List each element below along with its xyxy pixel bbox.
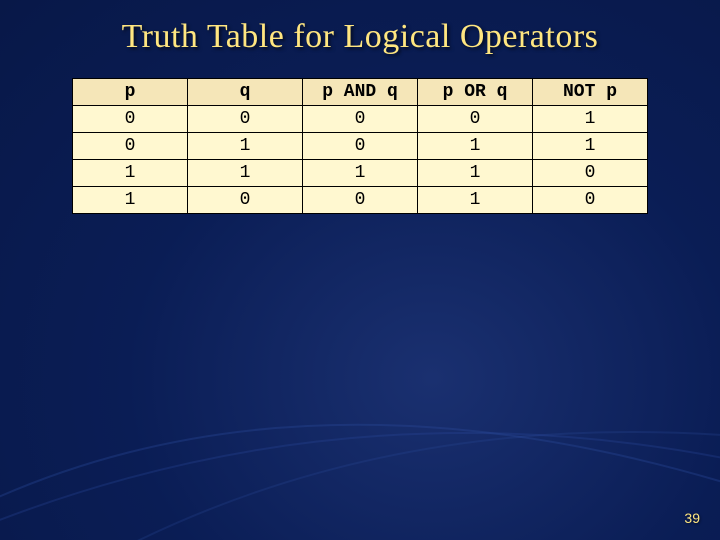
cell: 0 bbox=[303, 133, 418, 160]
col-header: p OR q bbox=[418, 79, 533, 106]
cell: 0 bbox=[303, 106, 418, 133]
table-row: 1 1 1 1 0 bbox=[73, 160, 648, 187]
truth-table: p q p AND q p OR q NOT p 0 0 0 0 1 0 1 0… bbox=[72, 78, 648, 214]
cell: 1 bbox=[73, 160, 188, 187]
cell: 1 bbox=[418, 160, 533, 187]
cell: 0 bbox=[188, 106, 303, 133]
cell: 0 bbox=[533, 160, 648, 187]
cell: 0 bbox=[303, 187, 418, 214]
slide-title: Truth Table for Logical Operators bbox=[0, 0, 720, 56]
col-header: NOT p bbox=[533, 79, 648, 106]
cell: 0 bbox=[73, 106, 188, 133]
table-header-row: p q p AND q p OR q NOT p bbox=[73, 79, 648, 106]
table-container: p q p AND q p OR q NOT p 0 0 0 0 1 0 1 0… bbox=[0, 78, 720, 214]
cell: 1 bbox=[533, 133, 648, 160]
table-row: 0 0 0 0 1 bbox=[73, 106, 648, 133]
cell: 1 bbox=[303, 160, 418, 187]
page-number: 39 bbox=[684, 510, 700, 526]
table-row: 0 1 0 1 1 bbox=[73, 133, 648, 160]
col-header: q bbox=[188, 79, 303, 106]
cell: 0 bbox=[188, 187, 303, 214]
cell: 1 bbox=[418, 133, 533, 160]
cell: 1 bbox=[188, 133, 303, 160]
cell: 0 bbox=[533, 187, 648, 214]
decorative-swoosh bbox=[0, 240, 720, 540]
col-header: p bbox=[73, 79, 188, 106]
cell: 1 bbox=[188, 160, 303, 187]
table-row: 1 0 0 1 0 bbox=[73, 187, 648, 214]
cell: 0 bbox=[73, 133, 188, 160]
cell: 1 bbox=[73, 187, 188, 214]
cell: 0 bbox=[418, 106, 533, 133]
cell: 1 bbox=[533, 106, 648, 133]
cell: 1 bbox=[418, 187, 533, 214]
col-header: p AND q bbox=[303, 79, 418, 106]
